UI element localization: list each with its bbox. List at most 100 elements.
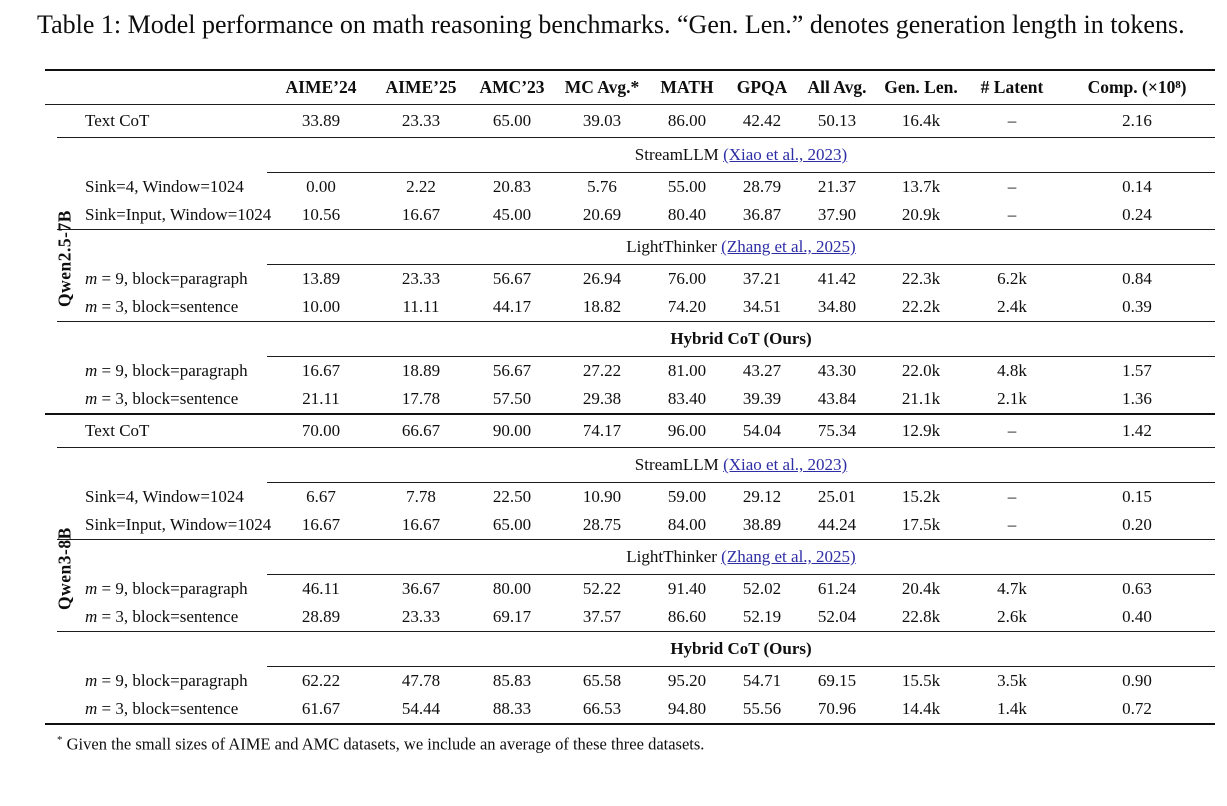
table-body: Qwen2.5-7B Text CoT 33.89 23.33 65.00 39.03 86… [45, 105, 1215, 723]
row-values: 28.89 23.33 69.17 37.57 86.60 52.19 52.04 22.8k… [267, 607, 1215, 627]
value-cell: 16.67 [401, 205, 441, 225]
value-cell: 65.00 [492, 515, 532, 535]
section-top-rule [57, 137, 1215, 139]
value-cell: 20.9k [901, 205, 941, 225]
method-section-title: Hybrid CoT (Ours) [267, 639, 1215, 659]
row-values: 62.22 47.78 85.83 65.58 95.20 54.71 69.15 15.5k… [267, 671, 1215, 691]
value-cell: 56.67 [492, 361, 532, 381]
column-header: AMC’23 [479, 77, 545, 98]
value-cell: 54.71 [742, 671, 782, 691]
value-cell: 18.89 [401, 361, 441, 381]
citation-link[interactable]: (Xiao et al., 2023) [723, 455, 848, 475]
value-cell: 69.15 [817, 671, 857, 691]
value-cell: 1.42 [1122, 421, 1152, 441]
model-group: Qwen2.5-7B Text CoT 33.89 23.33 65.00 39.03 86… [45, 105, 1215, 413]
table-header-row: AIME’24 AIME’25 AMC’23 MC Avg.* MATH GPQA All … [45, 71, 1215, 104]
value-cell: 0.20 [1122, 515, 1152, 535]
value-cell: 91.40 [667, 579, 707, 599]
value-cell: 41.42 [817, 269, 857, 289]
row-label: m = 3, block=sentence [85, 607, 239, 627]
value-cell: 17.5k [901, 515, 941, 535]
value-cell: 2.22 [406, 177, 436, 197]
value-cell: 26.94 [582, 269, 622, 289]
value-cell: 94.80 [667, 699, 707, 719]
value-cell: 5.76 [587, 177, 617, 197]
section-top-rule [57, 631, 1215, 633]
value-cell: 20.4k [901, 579, 941, 599]
row-values: 70.00 66.67 90.00 74.17 96.00 54.04 75.34 12.9k… [267, 421, 1215, 441]
value-cell: 2.1k [997, 389, 1027, 409]
value-cell: 22.8k [901, 607, 941, 627]
value-cell: 28.75 [582, 515, 622, 535]
value-cell: 22.3k [901, 269, 941, 289]
row-values: 21.11 17.78 57.50 29.38 83.40 39.39 43.84 21.1k… [267, 389, 1215, 409]
value-cell: 20.83 [492, 177, 532, 197]
citation-link[interactable]: (Zhang et al., 2025) [721, 237, 856, 257]
value-cell: – [1007, 177, 1017, 197]
method-section-title: LightThinker (Zhang et al., 2025) [267, 237, 1215, 257]
citation-link[interactable]: (Zhang et al., 2025) [721, 547, 856, 567]
value-cell: 13.89 [301, 269, 341, 289]
value-cell: 76.00 [667, 269, 707, 289]
row-label: m = 3, block=sentence [85, 389, 239, 409]
value-cell: – [1007, 111, 1017, 131]
method-section-title: Hybrid CoT (Ours) [267, 329, 1215, 349]
value-cell: 0.84 [1122, 269, 1152, 289]
value-cell: 52.04 [817, 607, 857, 627]
value-cell: 70.00 [301, 421, 341, 441]
row-values: 61.67 54.44 88.33 66.53 94.80 55.56 70.96 14.4k… [267, 699, 1215, 719]
value-cell: 56.67 [492, 269, 532, 289]
value-cell: 6.67 [306, 487, 336, 507]
row-label: m = 9, block=paragraph [85, 671, 248, 691]
value-cell: 65.00 [492, 111, 532, 131]
value-cell: 85.83 [492, 671, 532, 691]
value-cell: 59.00 [667, 487, 707, 507]
value-cell: 33.89 [301, 111, 341, 131]
value-cell: 90.00 [492, 421, 532, 441]
value-cell: 15.5k [901, 671, 941, 691]
table-row: Text CoT 70.00 66.67 90.00 74.17 96.00 54.04 75… [45, 415, 1215, 447]
value-cell: 0.15 [1122, 487, 1152, 507]
value-cell: 7.78 [406, 487, 436, 507]
value-cell: 1.57 [1122, 361, 1152, 381]
footnote-marker: * [57, 734, 63, 747]
value-cell: 52.19 [742, 607, 782, 627]
value-cell: 16.67 [301, 361, 341, 381]
method-section-title: StreamLLM (Xiao et al., 2023) [267, 455, 1215, 475]
section-top-rule [57, 321, 1215, 323]
value-cell: 46.11 [302, 579, 340, 599]
value-cell: 42.42 [742, 111, 782, 131]
row-label: m = 9, block=paragraph [85, 579, 248, 599]
value-cell: 16.67 [301, 515, 341, 535]
value-cell: 34.80 [817, 297, 857, 317]
value-cell: 66.53 [582, 699, 622, 719]
value-cell: 22.2k [901, 297, 941, 317]
method-name: LightThinker [626, 237, 717, 257]
row-values: 10.00 11.11 44.17 18.82 74.20 34.51 34.80 22.2k… [267, 297, 1215, 317]
table-row: m = 9, block=paragraph 62.22 47.78 85.83 65.… [45, 667, 1215, 695]
method-section-header-row: StreamLLM (Xiao et al., 2023) [45, 138, 1215, 172]
method-name: LightThinker [626, 547, 717, 567]
method-section-header-row: Hybrid CoT (Ours) [45, 632, 1215, 666]
value-cell: 75.34 [817, 421, 857, 441]
value-cell: 21.37 [817, 177, 857, 197]
model-group-label: Qwen3-8B [54, 527, 75, 611]
row-values: 6.67 7.78 22.50 10.90 59.00 29.12 25.01 15.2k – 0… [267, 487, 1215, 507]
method-section-title: LightThinker (Zhang et al., 2025) [267, 547, 1215, 567]
value-cell: 0.63 [1122, 579, 1152, 599]
value-cell: 55.00 [667, 177, 707, 197]
value-cell: 36.67 [401, 579, 441, 599]
section-under-rule [267, 172, 1215, 174]
value-cell: 39.39 [742, 389, 782, 409]
citation-link[interactable]: (Xiao et al., 2023) [723, 145, 848, 165]
header-bottom-rule [45, 104, 1215, 106]
section-top-rule [57, 539, 1215, 541]
section-top-rule [57, 447, 1215, 449]
value-cell: 25.01 [817, 487, 857, 507]
value-cell: 15.2k [901, 487, 941, 507]
table-row: m = 3, block=sentence 28.89 23.33 69.17 37.5… [45, 603, 1215, 631]
section-top-rule [57, 229, 1215, 231]
row-label: m = 3, block=sentence [85, 699, 239, 719]
value-cell: 57.50 [492, 389, 532, 409]
